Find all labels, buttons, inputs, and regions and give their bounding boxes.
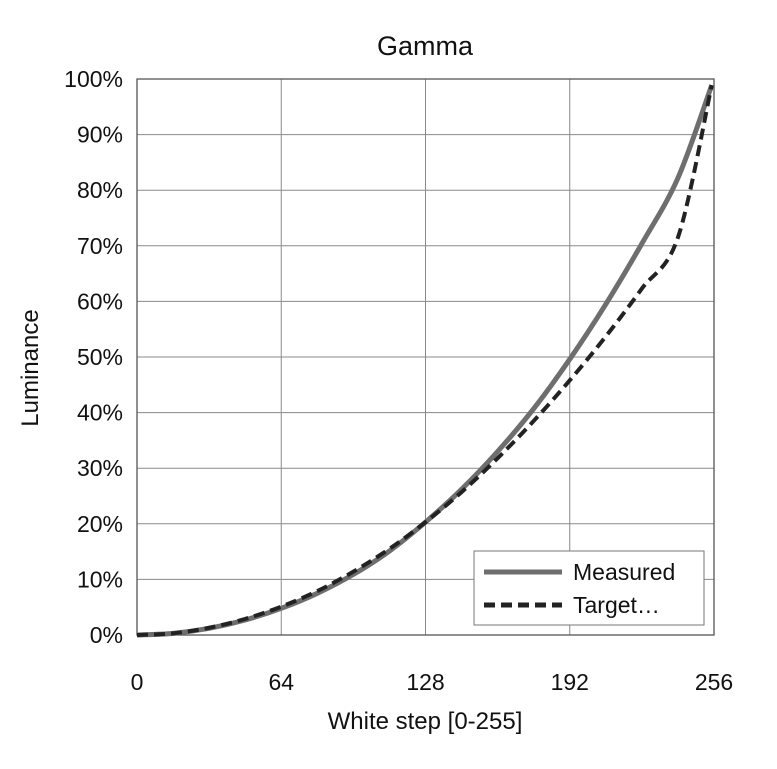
y-tick-label: 80% [77,177,123,203]
x-tick-label: 192 [551,669,589,695]
y-tick-labels: 0% 10% 20% 30% 40% 50% 60% 70% 80% 90% 100% [64,66,123,648]
y-tick-label: 30% [77,455,123,481]
y-tick-label: 40% [77,400,123,426]
x-tick-label: 64 [268,669,294,695]
y-tick-label: 70% [77,233,123,259]
y-tick-label: 20% [77,511,123,537]
y-axis-title: Luminance [17,309,44,426]
y-tick-label: 60% [77,288,123,314]
y-tick-label: 10% [77,566,123,592]
x-tick-label: 0 [131,669,144,695]
x-tick-labels: 0 64 128 192 256 [131,669,734,695]
legend-label-target: Target… [573,592,660,618]
legend: Measured Target… [473,550,705,626]
y-tick-label: 0% [90,622,123,648]
y-tick-label: 50% [77,344,123,370]
y-tick-label: 100% [64,66,123,92]
legend-box [473,550,705,626]
plot-frame [136,78,715,636]
series-layer [136,84,715,638]
x-axis-title: White step [0-255] [328,708,523,735]
legend-label-measured: Measured [573,559,675,585]
chart-title: Gamma [377,31,474,61]
x-tick-label: 256 [695,669,733,695]
series-line-target [136,84,714,637]
y-tick-label: 90% [77,122,123,148]
x-tick-label: 128 [406,669,444,695]
